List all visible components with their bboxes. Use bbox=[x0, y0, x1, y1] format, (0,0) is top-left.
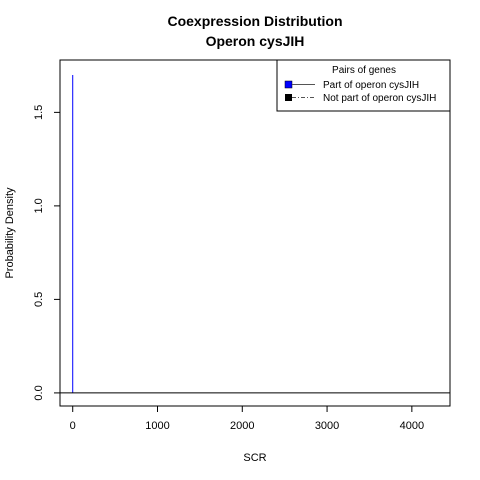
legend-title: Pairs of genes bbox=[332, 65, 396, 76]
chart-subtitle: Operon cysJIH bbox=[206, 33, 305, 49]
legend-box bbox=[276, 59, 451, 112]
y-tick-label: 1.0 bbox=[33, 198, 45, 213]
series-layer bbox=[60, 74, 450, 394]
legend-label-part: Part of operon cysJIH bbox=[323, 80, 419, 91]
y-axis-label: Probability Density bbox=[4, 187, 16, 279]
x-tick-label: 2000 bbox=[230, 420, 254, 432]
x-tick-label: 3000 bbox=[315, 420, 339, 432]
y-tick-label: 0.5 bbox=[33, 292, 45, 307]
legend-label-not-part: Not part of operon cysJIH bbox=[323, 93, 436, 104]
x-axis-label: SCR bbox=[243, 452, 266, 464]
x-axis: 0 1000 2000 3000 4000 bbox=[70, 406, 424, 432]
x-tick-label: 4000 bbox=[400, 420, 424, 432]
legend: Pairs of genes Part of operon cysJIH Not… bbox=[276, 59, 451, 112]
y-axis: 0.0 0.5 1.0 1.5 bbox=[33, 105, 60, 401]
x-tick-label: 0 bbox=[70, 420, 76, 432]
plot-frame bbox=[59, 59, 451, 407]
x-tick-label: 1000 bbox=[145, 420, 169, 432]
chart-title: Coexpression Distribution bbox=[167, 13, 342, 29]
y-tick-label: 1.5 bbox=[33, 105, 45, 120]
y-tick-label: 0.0 bbox=[33, 385, 45, 400]
legend-swatch-not-part bbox=[285, 94, 292, 101]
legend-swatch-part bbox=[284, 80, 293, 89]
